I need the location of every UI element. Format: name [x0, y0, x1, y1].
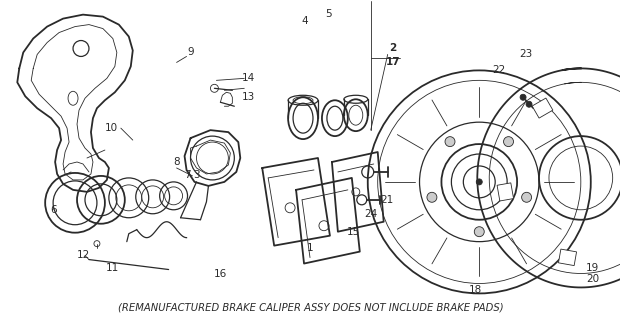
Circle shape: [427, 192, 437, 202]
Text: 24: 24: [364, 209, 378, 219]
Text: 3: 3: [193, 170, 200, 180]
Polygon shape: [497, 183, 514, 201]
Polygon shape: [532, 98, 553, 118]
Text: 22: 22: [492, 65, 505, 76]
Polygon shape: [558, 249, 576, 266]
Text: 5: 5: [325, 9, 332, 19]
Text: 18: 18: [469, 285, 482, 295]
Text: 13: 13: [242, 92, 255, 102]
Text: 9: 9: [187, 47, 194, 58]
Text: (REMANUFACTURED BRAKE CALIPER ASSY DOES NOT INCLUDE BRAKE PADS): (REMANUFACTURED BRAKE CALIPER ASSY DOES …: [118, 302, 503, 312]
Text: 10: 10: [106, 123, 119, 133]
Circle shape: [504, 137, 514, 147]
Text: 4: 4: [302, 16, 309, 26]
Circle shape: [526, 101, 532, 107]
Circle shape: [476, 179, 483, 185]
Circle shape: [520, 94, 526, 100]
Text: 17: 17: [385, 57, 400, 68]
Circle shape: [474, 227, 484, 237]
Text: 16: 16: [214, 268, 227, 278]
Text: 11: 11: [106, 262, 119, 273]
Text: 19: 19: [586, 262, 599, 273]
Text: 1: 1: [307, 243, 314, 252]
Text: 21: 21: [380, 195, 393, 205]
Text: 15: 15: [347, 227, 360, 237]
Text: 2: 2: [389, 44, 396, 53]
Text: 14: 14: [242, 73, 255, 83]
Text: 7: 7: [184, 170, 191, 180]
Text: 6: 6: [50, 205, 57, 215]
Circle shape: [522, 192, 532, 202]
Text: 20: 20: [586, 275, 599, 284]
Text: 12: 12: [76, 250, 89, 260]
Text: 23: 23: [519, 50, 533, 60]
Text: 8: 8: [173, 157, 180, 167]
Circle shape: [445, 137, 455, 147]
